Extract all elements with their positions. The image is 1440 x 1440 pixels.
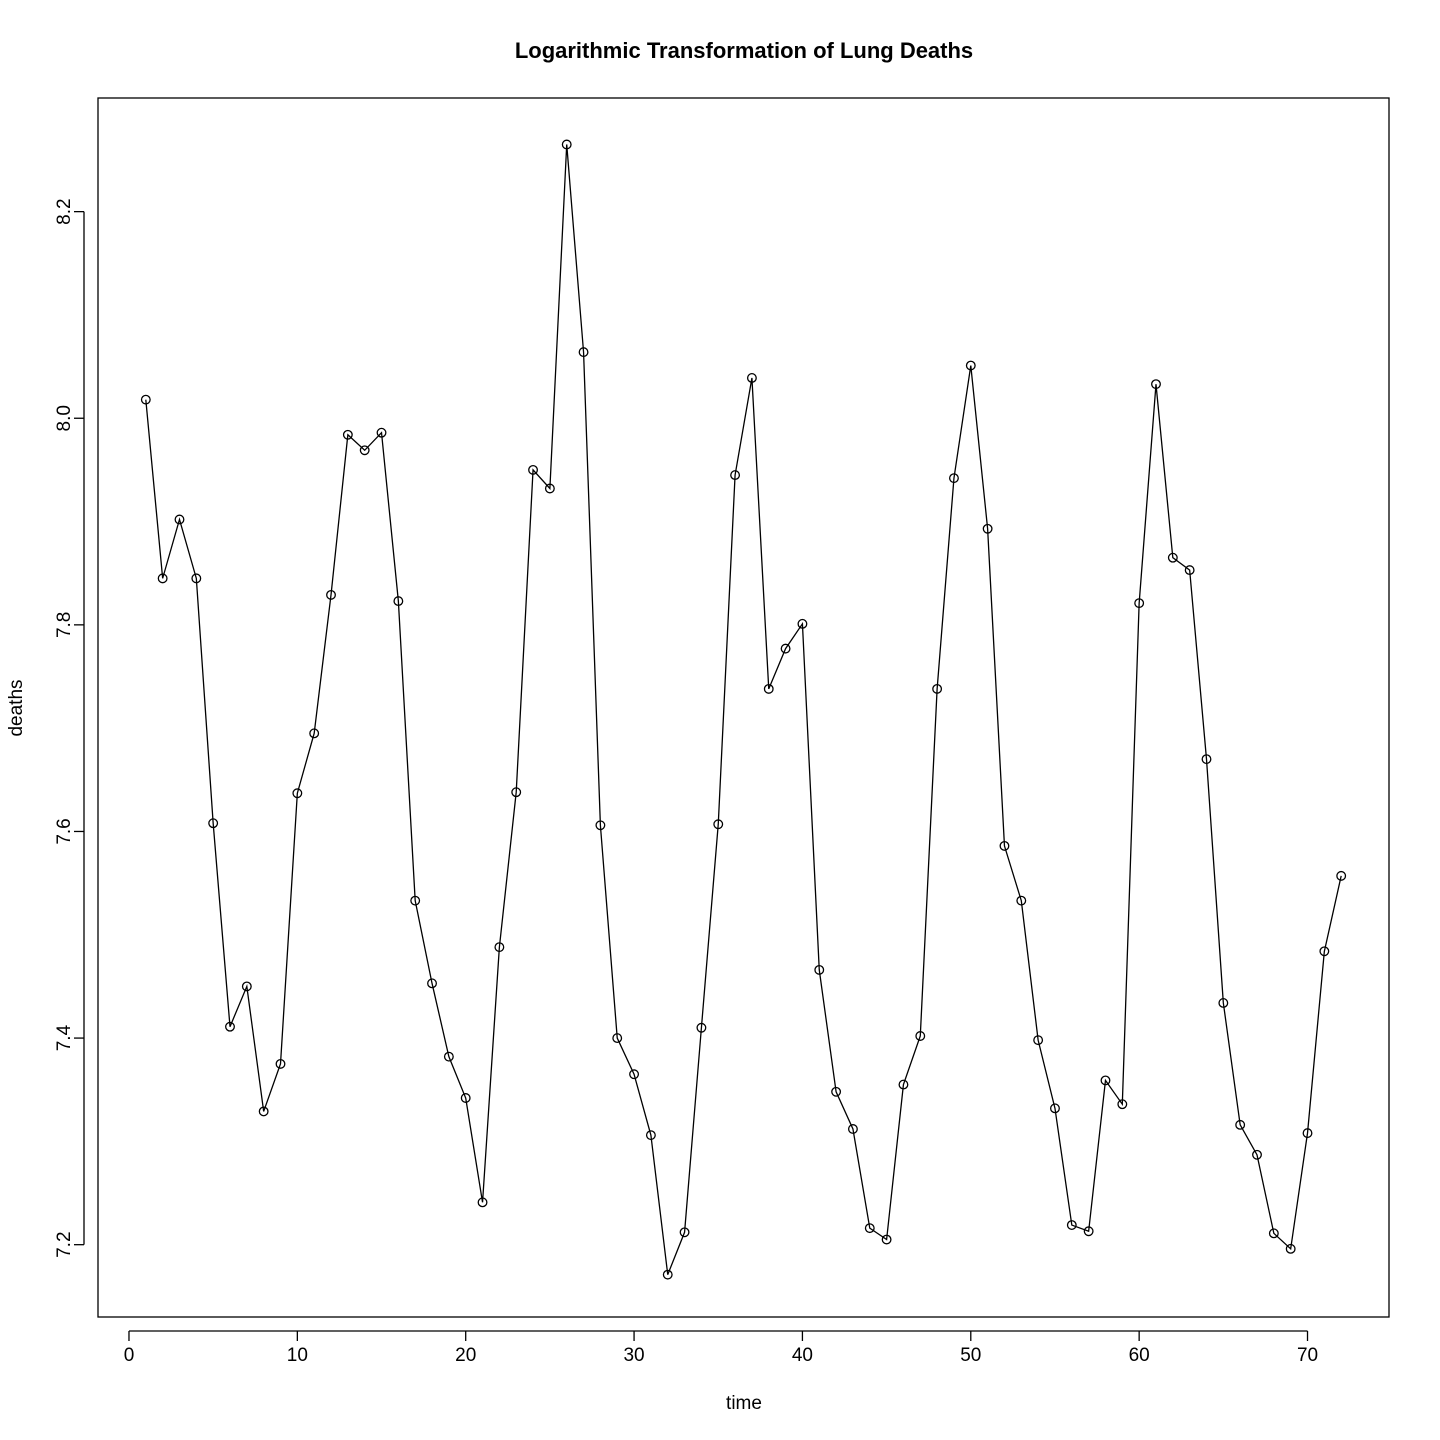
data-point <box>1151 379 1161 390</box>
x-axis-label: time <box>726 1393 762 1414</box>
data-point <box>376 427 387 438</box>
data-point <box>730 470 741 481</box>
data-point <box>208 818 219 829</box>
x-tick-label: 40 <box>792 1345 813 1366</box>
y-tick-label: 7.6 <box>54 818 75 844</box>
data-point <box>763 683 774 694</box>
data-point <box>443 1051 454 1062</box>
data-point <box>342 429 353 440</box>
x-axis: 0 10 20 30 40 50 60 70 <box>124 1330 1318 1366</box>
plot-frame <box>97 97 1390 1318</box>
y-tick-label: 7.8 <box>54 612 75 638</box>
data-point <box>847 1124 858 1134</box>
data-point <box>460 1093 471 1103</box>
y-tick-label: 7.4 <box>54 1024 75 1051</box>
data-point <box>1134 598 1145 609</box>
x-tick-label: 60 <box>1129 1345 1150 1366</box>
data-point <box>191 573 202 584</box>
data-point <box>713 819 724 830</box>
data-point <box>898 1079 909 1090</box>
data-point <box>1285 1243 1296 1254</box>
data-point <box>544 483 555 494</box>
y-tick-label: 7.2 <box>54 1231 75 1257</box>
y-axis: 7.2 7.4 7.6 7.8 8.0 8.2 <box>54 198 85 1258</box>
data-point <box>696 1022 707 1033</box>
data-point <box>1319 946 1330 957</box>
data-point <box>241 981 252 992</box>
y-axis-label: deaths <box>6 679 27 736</box>
x-tick-label: 70 <box>1297 1345 1318 1366</box>
data-point <box>780 643 791 654</box>
data-points <box>140 139 1347 1280</box>
data-point <box>511 787 522 798</box>
data-point <box>258 1106 269 1117</box>
y-tick-label: 8.0 <box>54 405 75 431</box>
data-point <box>1117 1099 1128 1110</box>
data-point <box>1100 1075 1111 1086</box>
data-point <box>275 1058 286 1069</box>
data-point <box>1252 1149 1262 1160</box>
data-point <box>393 596 404 607</box>
data-point <box>427 978 437 989</box>
data-point <box>561 139 572 150</box>
data-point <box>1167 552 1178 563</box>
data-point <box>578 347 589 358</box>
data-point <box>157 573 168 584</box>
data-point <box>965 360 976 371</box>
data-point <box>1184 565 1195 576</box>
x-tick-label: 10 <box>287 1345 308 1366</box>
data-point <box>1336 870 1347 881</box>
data-point <box>528 464 538 475</box>
data-point <box>679 1227 690 1238</box>
data-point <box>1201 754 1212 765</box>
x-tick-label: 20 <box>455 1345 476 1366</box>
data-point <box>1033 1035 1044 1046</box>
data-point <box>999 840 1010 851</box>
data-point <box>1268 1228 1279 1239</box>
data-point <box>915 1031 926 1041</box>
data-point <box>309 728 320 739</box>
data-point <box>1050 1103 1060 1114</box>
data-point <box>881 1234 892 1245</box>
data-point <box>1302 1128 1313 1139</box>
data-point <box>746 373 757 383</box>
data-point <box>831 1086 842 1097</box>
data-point <box>140 394 151 405</box>
series-line <box>145 144 1342 1275</box>
data-point <box>1218 998 1229 1008</box>
data-point <box>292 788 303 799</box>
data-point <box>1235 1119 1246 1130</box>
chart-title: Logarithmic Transformation of Lung Death… <box>515 38 973 63</box>
data-point <box>932 683 943 694</box>
data-point <box>1066 1220 1077 1231</box>
data-point <box>982 523 993 534</box>
data-point <box>629 1069 640 1080</box>
x-tick-label: 30 <box>623 1345 644 1366</box>
data-point <box>595 820 606 831</box>
data-point <box>662 1269 673 1280</box>
data-point <box>864 1223 875 1234</box>
data-point <box>797 618 808 629</box>
data-point <box>410 895 421 906</box>
data-point <box>949 473 959 484</box>
data-point <box>494 942 505 953</box>
data-point <box>612 1033 623 1044</box>
data-point <box>225 1021 235 1032</box>
data-point <box>814 964 825 975</box>
data-point <box>1083 1226 1094 1237</box>
x-tick-label: 50 <box>960 1345 981 1366</box>
data-point <box>477 1197 488 1208</box>
data-point <box>326 589 336 600</box>
data-point <box>174 514 185 525</box>
data-point <box>645 1130 656 1141</box>
x-tick-label: 0 <box>124 1345 135 1366</box>
data-point <box>359 445 370 456</box>
y-tick-label: 8.2 <box>54 198 75 224</box>
data-point <box>1016 895 1027 906</box>
